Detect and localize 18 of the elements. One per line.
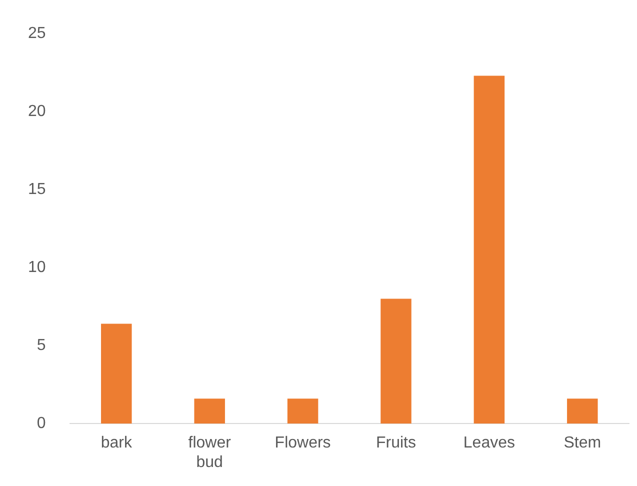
y-tick-label: 20 [28, 103, 46, 120]
bar [380, 298, 412, 424]
y-tick-label: 25 [28, 25, 46, 42]
y-tick-label: 15 [28, 181, 46, 198]
bar [194, 398, 225, 424]
bar [567, 398, 598, 424]
x-tick-label: bark [100, 434, 133, 452]
x-tick-label: flower bud [188, 434, 232, 471]
x-tick-label: Leaves [463, 434, 515, 452]
bar [287, 398, 318, 424]
x-tick-label: Stem [564, 434, 602, 452]
x-tick-label: Flowers [274, 434, 331, 452]
y-tick-label: 5 [36, 337, 46, 354]
y-tick-label: 0 [36, 415, 46, 432]
bar [101, 324, 132, 424]
y-tick-label: 10 [28, 259, 46, 276]
bar [474, 76, 505, 424]
x-tick-label: Fruits [376, 434, 416, 452]
